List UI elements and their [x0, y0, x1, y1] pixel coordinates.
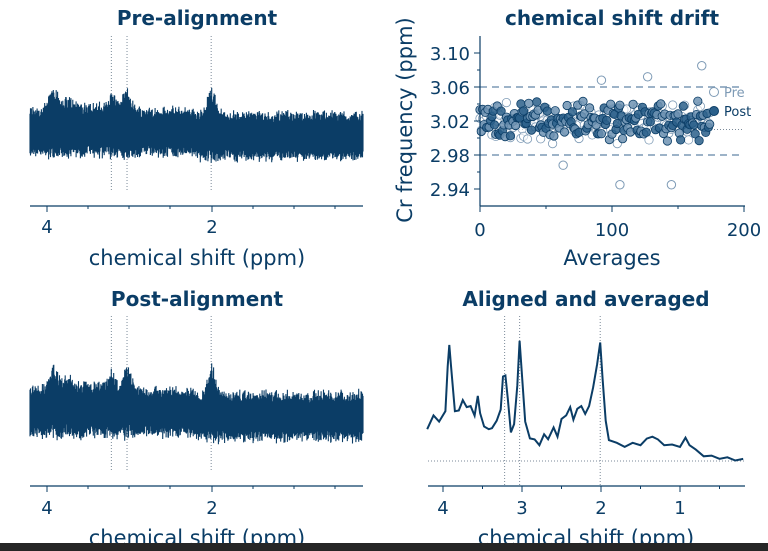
panel-post-alignment: Post-alignment 4 2 chemical shift (ppm): [29, 287, 364, 550]
pre-point: [668, 100, 678, 110]
post-point: [689, 120, 699, 130]
drift-ytick-3.02: 3.02: [430, 112, 470, 133]
drift-legend: Pre Post: [709, 86, 751, 120]
post-title: Post-alignment: [111, 287, 284, 311]
drift-axis-ticks: [474, 52, 745, 212]
pre-point: [522, 134, 533, 144]
post-point: [656, 99, 666, 109]
pre-title: Pre-alignment: [117, 6, 278, 30]
drift-ytick-2.94: 2.94: [430, 180, 470, 201]
outlier-point: [697, 61, 707, 71]
drift-ytick-3.10: 3.10: [430, 44, 470, 65]
panel-shift-drift: chemical shift drift 2.94 2.98 3.02 3.06…: [393, 6, 761, 270]
pre-xtick-4: 4: [41, 217, 52, 238]
outlier-point: [642, 72, 653, 82]
post-point: [615, 100, 625, 110]
panel-pre-alignment: Pre-alignment 4 2 chemical shift (ppm): [29, 6, 364, 270]
post-point: [705, 119, 715, 129]
avg-xtick-1: 1: [674, 498, 685, 519]
avg-xtick-2: 2: [595, 498, 606, 519]
post-point: [678, 101, 688, 111]
outlier-point: [558, 160, 568, 170]
post-point: [496, 106, 506, 116]
post-point: [673, 109, 683, 119]
bottom-bar: [0, 543, 768, 551]
post-point: [690, 129, 700, 139]
pre-xtick-2: 2: [206, 217, 217, 238]
panel-aligned-averaged: Aligned and averaged 4 3 2 1 chemical sh…: [426, 287, 745, 550]
post-point: [693, 96, 703, 106]
pre-point: [501, 98, 511, 108]
drift-xtick-200: 200: [727, 220, 761, 241]
drift-xtick-100: 100: [595, 220, 629, 241]
drift-ylabel: Cr frequency (ppm): [393, 17, 417, 222]
drift-ytick-3.06: 3.06: [430, 78, 470, 99]
pre-x-ticks: [46, 206, 336, 212]
drift-ytick-2.98: 2.98: [430, 146, 470, 167]
legend-pre-label: Pre: [724, 86, 745, 101]
post-xtick-4: 4: [41, 498, 52, 519]
post-point: [596, 129, 607, 139]
post-spectrum-trace: [29, 363, 364, 445]
post-point: [641, 127, 651, 137]
drift-xlabel: Averages: [563, 246, 660, 270]
post-point: [675, 135, 686, 145]
post-point: [559, 127, 570, 137]
post-xtick-2: 2: [206, 498, 217, 519]
post-point: [606, 99, 616, 109]
avg-xtick-3: 3: [516, 498, 527, 519]
legend-post-marker: [709, 106, 719, 116]
outlier-point: [666, 180, 677, 190]
avg-spectrum-line: [426, 340, 744, 462]
post-point: [578, 96, 588, 107]
post-point: [542, 106, 552, 116]
pre-xlabel: chemical shift (ppm): [89, 246, 306, 270]
post-point: [550, 106, 560, 116]
post-point: [567, 107, 578, 117]
post-point: [562, 100, 572, 111]
post-point: [602, 115, 612, 125]
post-point: [694, 136, 704, 146]
post-point: [524, 98, 534, 108]
pre-point: [683, 135, 694, 145]
pre-point: [547, 139, 558, 149]
post-point: [628, 99, 638, 109]
post-point: [549, 131, 559, 141]
legend-pre-marker: [709, 87, 719, 97]
post-point: [612, 118, 622, 129]
post-point: [510, 120, 521, 131]
post-point: [526, 125, 537, 135]
post-point: [505, 131, 515, 141]
avg-xtick-4: 4: [437, 498, 448, 519]
post-x-ticks: [46, 486, 336, 492]
post-point: [645, 117, 655, 127]
post-point: [489, 120, 500, 130]
pre-spectrum-trace: [29, 87, 364, 163]
legend-post-label: Post: [724, 105, 751, 120]
avg-title: Aligned and averaged: [462, 287, 709, 311]
drift-title: chemical shift drift: [505, 6, 719, 30]
post-point: [617, 134, 628, 144]
post-point: [532, 97, 542, 107]
post-point: [584, 103, 595, 113]
avg-reference-lines: [504, 316, 601, 486]
avg-x-ticks: [442, 486, 720, 492]
post-point: [662, 136, 673, 146]
drift-xtick-0: 0: [474, 220, 485, 241]
outlier-point: [615, 180, 625, 190]
drift-scatter-points: [475, 61, 715, 190]
outlier-point: [596, 75, 607, 85]
post-point: [518, 106, 529, 116]
